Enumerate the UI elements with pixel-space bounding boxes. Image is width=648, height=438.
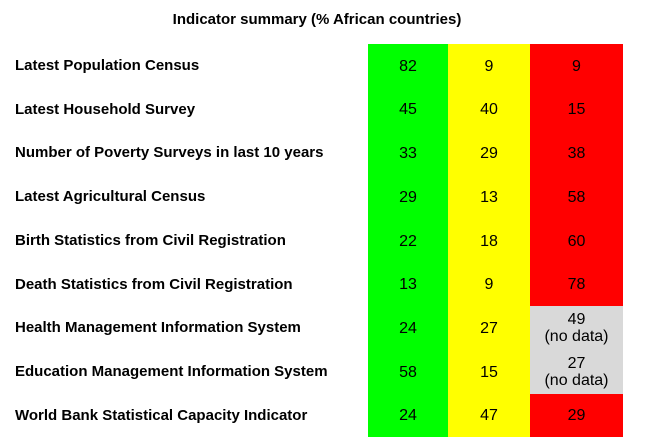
- yellow-value: 9: [484, 57, 494, 75]
- red-value-cell: 29: [530, 394, 623, 437]
- green-value-cell: 33: [368, 131, 448, 175]
- row-label: Latest Population Census: [15, 57, 200, 74]
- yellow-value: 40: [480, 101, 498, 118]
- no-data-note: (no data): [544, 328, 609, 345]
- yellow-value-cell: 13: [448, 175, 530, 219]
- green-value: 13: [399, 276, 417, 293]
- yellow-value: 9: [484, 276, 494, 293]
- yellow-value: 15: [480, 363, 498, 381]
- yellow-value: 13: [480, 188, 498, 206]
- red-value-cell: 49 (no data): [530, 306, 623, 350]
- red-value: 58: [567, 188, 586, 206]
- green-value: 29: [399, 188, 417, 206]
- row-label: Birth Statistics from Civil Registration: [15, 232, 286, 249]
- red-value: 29: [567, 407, 586, 424]
- green-value-cell: 29: [368, 175, 448, 219]
- green-value: 24: [399, 319, 417, 337]
- red-value-cell: 78: [530, 263, 623, 306]
- red-value-cell: 58: [530, 175, 623, 219]
- yellow-value-cell: 29: [448, 131, 530, 175]
- red-value-cell: 38: [530, 131, 623, 175]
- row-label: Health Management Information System: [15, 319, 301, 336]
- yellow-value: 29: [480, 144, 498, 162]
- red-value: 15: [567, 101, 586, 118]
- green-value-cell: 22: [368, 219, 448, 263]
- green-value-cell: 58: [368, 350, 448, 394]
- yellow-value: 18: [480, 232, 498, 250]
- green-value: 45: [399, 101, 417, 118]
- yellow-value-cell: 18: [448, 219, 530, 263]
- yellow-value: 27: [480, 319, 498, 337]
- yellow-value-cell: 15: [448, 350, 530, 394]
- yellow-value-cell: 40: [448, 88, 530, 131]
- row-label: World Bank Statistical Capacity Indicato…: [15, 406, 308, 424]
- row-label: Education Management Information System: [15, 363, 328, 380]
- green-value-cell: 82: [368, 44, 448, 88]
- green-value: 82: [399, 57, 417, 75]
- green-value-cell: 24: [368, 394, 448, 437]
- yellow-value-cell: 27: [448, 306, 530, 350]
- row-label: Latest Agricultural Census: [15, 188, 206, 205]
- red-value-cell: 27 (no data): [530, 350, 623, 394]
- no-data-note: (no data): [544, 372, 609, 389]
- red-value-cell: 9: [530, 44, 623, 88]
- green-value: 33: [399, 144, 417, 162]
- red-value: 9: [572, 57, 581, 75]
- row-label: Number of Poverty Surveys in last 10 yea…: [15, 144, 324, 161]
- green-value-cell: 24: [368, 306, 448, 350]
- yellow-value: 47: [480, 407, 498, 424]
- green-value-cell: 45: [368, 88, 448, 131]
- red-value: 49: [567, 311, 586, 328]
- chart-title: Indicator summary (% African countries): [172, 11, 462, 28]
- red-value: 60: [567, 232, 586, 250]
- yellow-value-cell: 47: [448, 394, 530, 437]
- green-value: 58: [399, 363, 417, 381]
- green-value: 24: [399, 407, 417, 424]
- red-value-cell: 60: [530, 219, 623, 263]
- red-value: 38: [567, 144, 586, 162]
- red-value-cell: 15: [530, 88, 623, 131]
- yellow-value-cell: 9: [448, 44, 530, 88]
- row-label: Death Statistics from Civil Registration: [15, 275, 293, 293]
- red-value: 27: [567, 355, 586, 372]
- yellow-value-cell: 9: [448, 263, 530, 306]
- row-label: Latest Household Survey: [15, 100, 196, 118]
- green-value: 22: [399, 232, 417, 250]
- green-value-cell: 13: [368, 263, 448, 306]
- red-value: 78: [567, 276, 586, 293]
